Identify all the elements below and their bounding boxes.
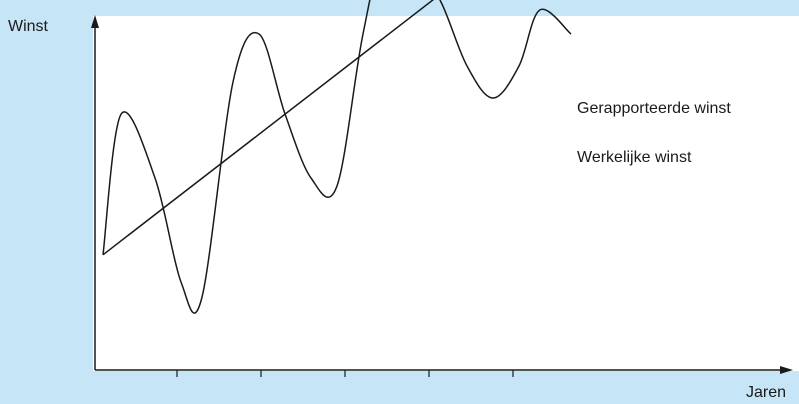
y-axis-label: Winst [8,18,49,35]
series-label-werkelijke-winst: Werkelijke winst [577,149,692,166]
x-axis-label: Jaren [746,384,786,401]
series-label-gerapporteerde-winst: Gerapporteerde winst [577,100,731,117]
x-axis-arrowhead [780,366,793,374]
series-line-werkelijke-winst [102,0,572,314]
plot-area [93,16,799,371]
x-axis-ticks [176,370,514,377]
series-line-gerapporteerde-winst [102,0,435,256]
y-axis-arrowhead [91,15,99,28]
series-lines [102,0,572,314]
